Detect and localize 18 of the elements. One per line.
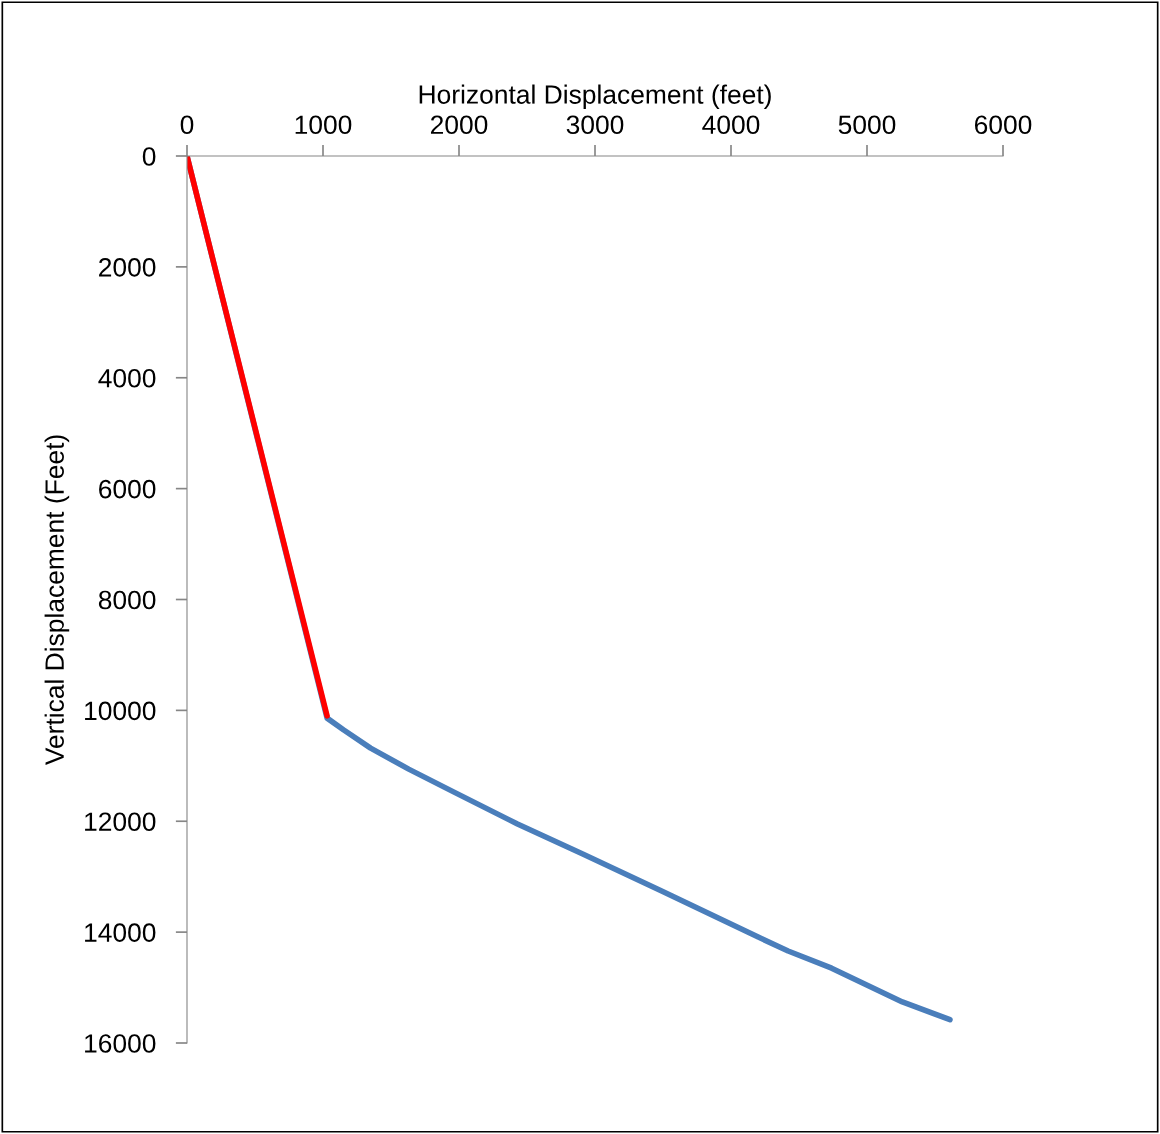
x-tick-label: 6000 xyxy=(974,115,1032,135)
x-tick-label: 3000 xyxy=(566,115,624,135)
y-tick-label: 8000 xyxy=(98,590,156,610)
y-tick-label: 6000 xyxy=(99,479,156,499)
y-tick-label: 16000 xyxy=(85,1034,156,1053)
x-tick-label: 0 xyxy=(180,115,194,135)
y-axis-title: Vertical Displacement (Feet) xyxy=(44,435,70,766)
x-axis-title: Horizontal Displacement (feet) xyxy=(419,84,771,110)
x-tick-label: 5000 xyxy=(838,115,896,135)
y-tick-label: 0 xyxy=(142,147,156,166)
x-tick-label: 1000 xyxy=(295,115,352,135)
x-tick-label: 4000 xyxy=(702,115,760,135)
y-tick-label: 2000 xyxy=(99,258,156,277)
y-tick-label: 12000 xyxy=(85,812,156,832)
x-tick-label: 2000 xyxy=(430,115,488,135)
y-tick-label: 10000 xyxy=(85,701,156,721)
y-tick-label: 14000 xyxy=(85,923,156,942)
y-tick-label: 4000 xyxy=(98,368,156,388)
